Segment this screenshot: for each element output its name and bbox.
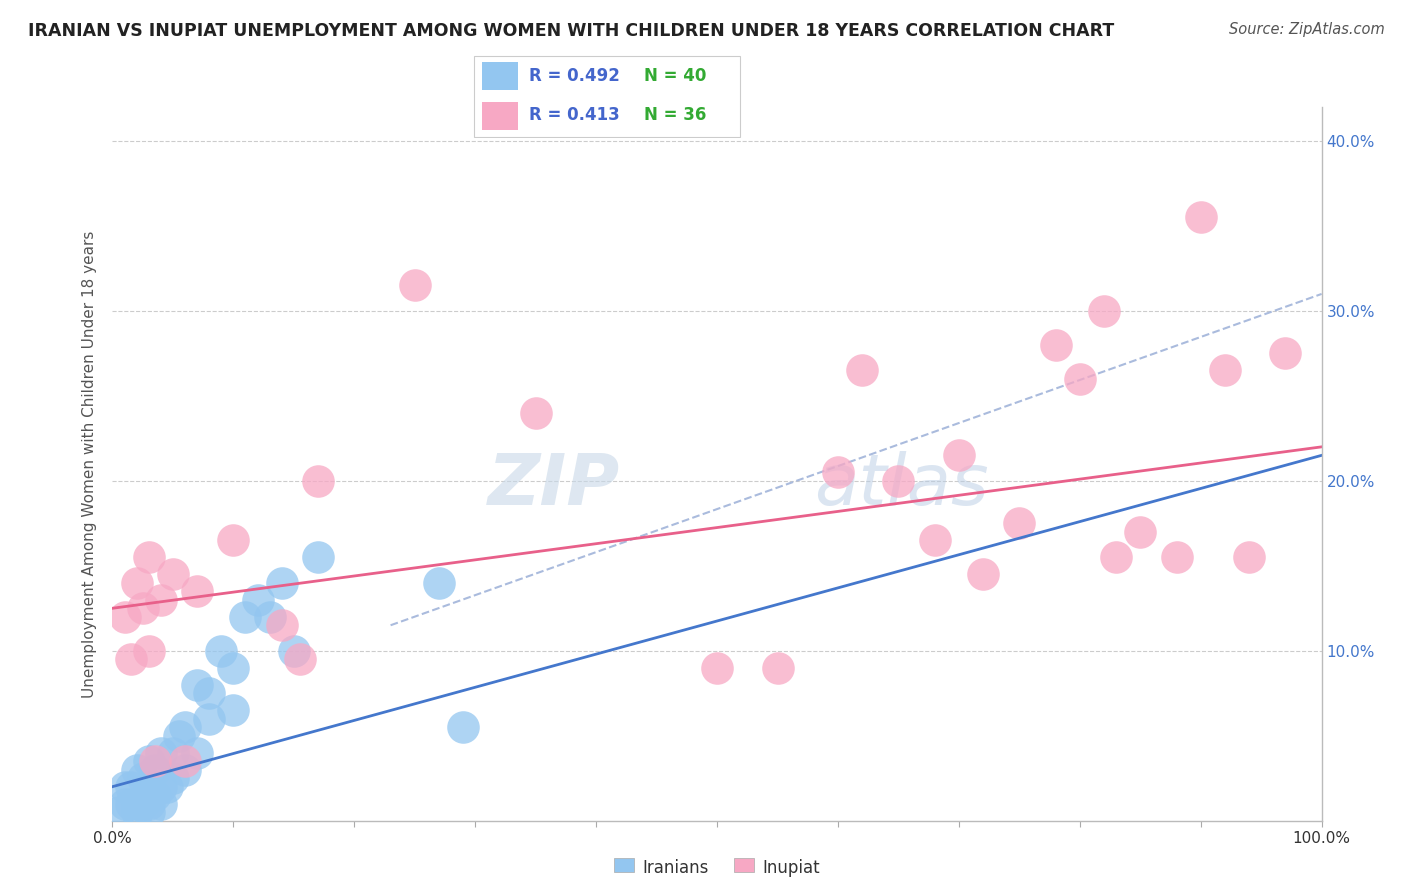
Point: [143, 788, 166, 802]
Point: [924, 533, 946, 548]
Point: [1274, 346, 1296, 360]
Point: [948, 448, 970, 462]
Point: [143, 763, 166, 777]
Point: [162, 746, 184, 760]
Legend: Iranians, Inupiat: Iranians, Inupiat: [607, 853, 827, 884]
Point: [138, 754, 160, 768]
Point: [174, 763, 197, 777]
Point: [851, 363, 873, 377]
Point: [120, 652, 142, 666]
Point: [972, 567, 994, 582]
Point: [1069, 372, 1091, 386]
Point: [167, 729, 190, 743]
Point: [138, 550, 160, 565]
Point: [114, 780, 136, 794]
Point: [222, 661, 245, 675]
Point: [138, 644, 160, 658]
Point: [174, 754, 197, 768]
Point: [1129, 524, 1152, 539]
Point: [149, 797, 172, 811]
Point: [887, 474, 910, 488]
Point: [156, 780, 179, 794]
Point: [125, 575, 148, 590]
Point: [1105, 550, 1128, 565]
Point: [125, 763, 148, 777]
Point: [132, 771, 155, 785]
Point: [120, 780, 142, 794]
Point: [1213, 363, 1236, 377]
Point: [114, 797, 136, 811]
Text: N = 36: N = 36: [644, 106, 706, 124]
Point: [138, 797, 160, 811]
Point: [174, 720, 197, 734]
Point: [198, 712, 221, 726]
Point: [270, 618, 292, 632]
Point: [222, 533, 245, 548]
Point: [125, 805, 148, 819]
Point: [270, 575, 292, 590]
Point: [766, 661, 789, 675]
Point: [1166, 550, 1188, 565]
Point: [143, 754, 166, 768]
Text: ZIP: ZIP: [488, 450, 620, 520]
Point: [259, 609, 281, 624]
Point: [125, 797, 148, 811]
Point: [162, 567, 184, 582]
FancyBboxPatch shape: [474, 56, 740, 136]
Point: [186, 678, 208, 692]
Point: [1189, 211, 1212, 225]
Point: [283, 644, 305, 658]
Point: [107, 805, 129, 819]
Point: [138, 780, 160, 794]
Point: [209, 644, 232, 658]
Point: [198, 686, 221, 700]
Point: [427, 575, 450, 590]
Point: [827, 466, 849, 480]
Bar: [482, 102, 517, 130]
Text: IRANIAN VS INUPIAT UNEMPLOYMENT AMONG WOMEN WITH CHILDREN UNDER 18 YEARS CORRELA: IRANIAN VS INUPIAT UNEMPLOYMENT AMONG WO…: [28, 22, 1115, 40]
Point: [404, 278, 426, 293]
Point: [222, 703, 245, 717]
Point: [186, 584, 208, 599]
Point: [132, 601, 155, 615]
Point: [149, 746, 172, 760]
Point: [451, 720, 474, 734]
Text: Source: ZipAtlas.com: Source: ZipAtlas.com: [1229, 22, 1385, 37]
Point: [114, 609, 136, 624]
Y-axis label: Unemployment Among Women with Children Under 18 years: Unemployment Among Women with Children U…: [82, 230, 97, 698]
Text: R = 0.413: R = 0.413: [529, 106, 619, 124]
Point: [706, 661, 728, 675]
Point: [1045, 338, 1067, 352]
Point: [1008, 516, 1031, 531]
Text: N = 40: N = 40: [644, 67, 706, 85]
Point: [524, 406, 547, 420]
Point: [138, 805, 160, 819]
Text: R = 0.492: R = 0.492: [529, 67, 620, 85]
Point: [288, 652, 311, 666]
Text: atlas: atlas: [814, 450, 988, 520]
Point: [246, 592, 269, 607]
Point: [132, 797, 155, 811]
Point: [162, 771, 184, 785]
Point: [1092, 304, 1115, 318]
Bar: [482, 62, 517, 90]
Point: [186, 746, 208, 760]
Point: [307, 474, 329, 488]
Point: [307, 550, 329, 565]
Point: [120, 797, 142, 811]
Point: [149, 780, 172, 794]
Point: [1237, 550, 1260, 565]
Point: [235, 609, 257, 624]
Point: [149, 592, 172, 607]
